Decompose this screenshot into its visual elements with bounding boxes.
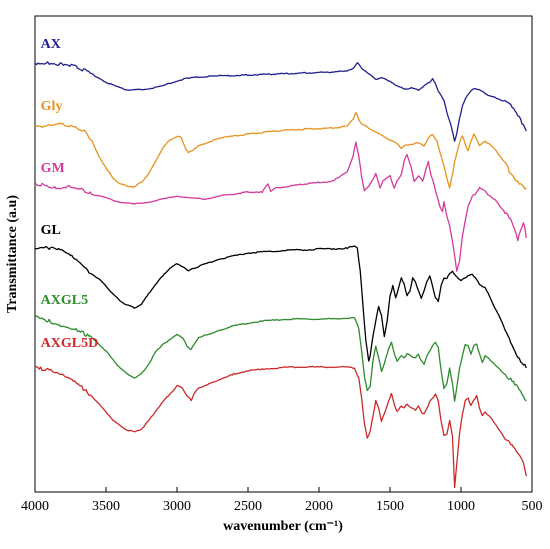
x-tick-label: 2000 [305, 499, 333, 514]
series-label-gly: Gly [41, 99, 63, 114]
plot-frame [34, 15, 533, 493]
series-line-axgl5 [34, 314, 527, 402]
x-axis-title: wavenumber (cm⁻¹) [223, 519, 343, 534]
series-group [34, 61, 527, 489]
series-line-axgl5d [34, 365, 527, 489]
series-label-ax: AX [41, 37, 61, 52]
series-line-gm [34, 141, 527, 272]
series-labels: AX Gly GM GL AXGL5 AXGL5D [41, 37, 99, 351]
series-line-ax [34, 61, 527, 142]
series-line-gl [34, 245, 527, 369]
x-axis-ticks: 4000 3500 3000 2500 2000 1500 1000 500 [21, 487, 543, 514]
x-tick-label: 500 [522, 499, 543, 514]
y-axis-title: Transmittance (a.u) [5, 195, 20, 313]
series-line-gly [34, 111, 527, 190]
x-tick-label: 3000 [163, 499, 191, 514]
x-tick-label: 2500 [234, 499, 262, 514]
series-label-axgl5d: AXGL5D [41, 336, 99, 351]
x-tick-label: 4000 [21, 499, 49, 514]
series-label-gm: GM [41, 161, 65, 176]
x-tick-label: 1000 [447, 499, 475, 514]
series-label-axgl5: AXGL5 [41, 293, 88, 308]
x-tick-label: 3500 [92, 499, 120, 514]
series-label-gl: GL [41, 223, 61, 238]
x-tick-label: 1500 [376, 499, 404, 514]
